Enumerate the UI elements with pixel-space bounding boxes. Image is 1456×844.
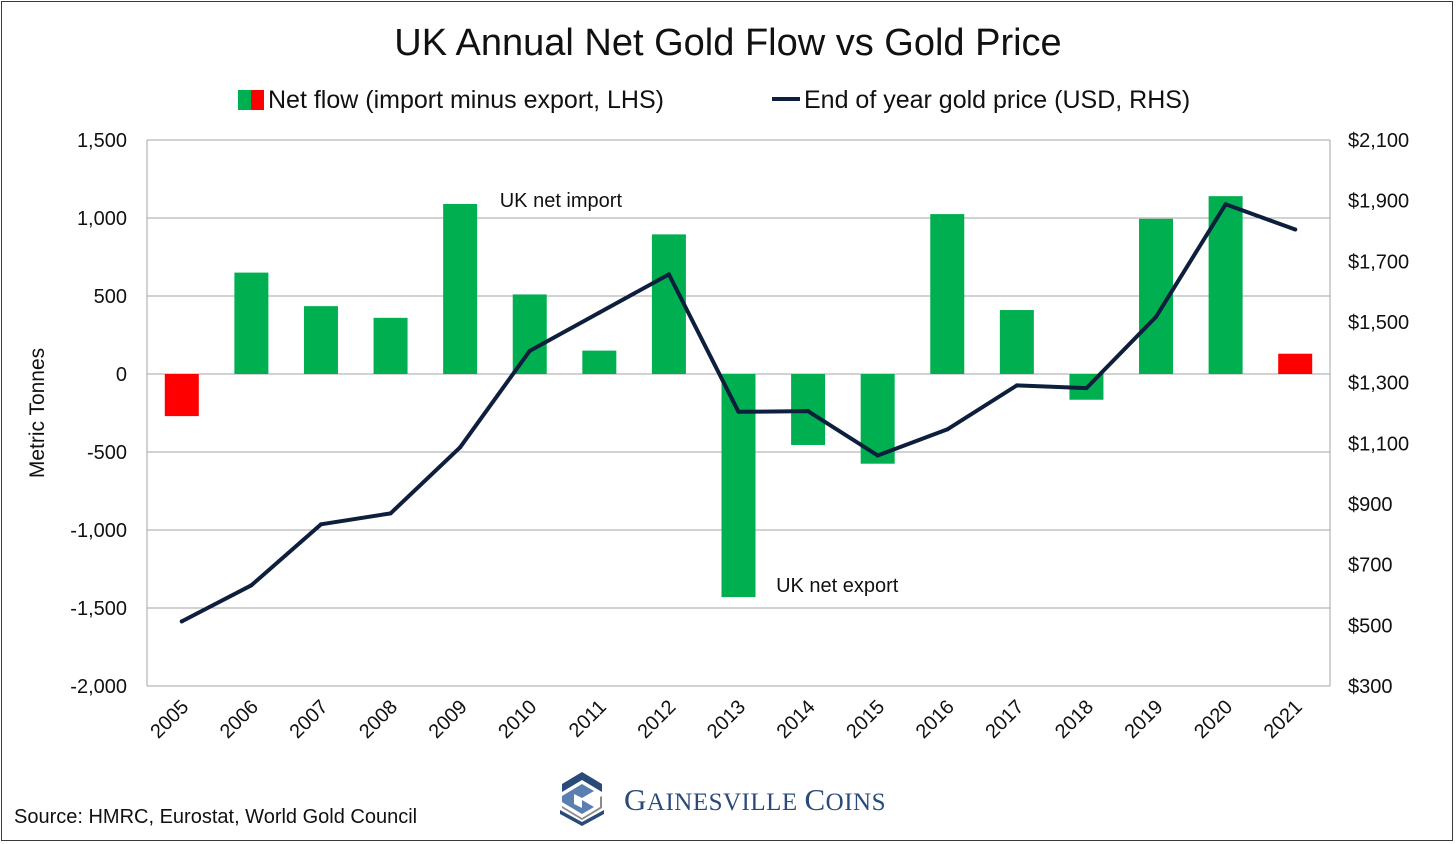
bar-2005 [164,374,199,417]
gold-price-point-2013 [736,409,741,414]
annotation-net-export: UK net export [776,575,899,597]
y2-tick-label: $500 [1348,615,1393,637]
gold-price-point-2016 [945,427,950,432]
y2-tick-label: $2,100 [1348,130,1409,152]
y-tick-label: 1,500 [77,130,127,152]
gainesville-coins-logo-icon [560,772,604,826]
y-tick-label: 1,000 [77,208,127,230]
legend-label-gold-price: End of year gold price (USD, RHS) [804,86,1191,114]
source-note: Source: HMRC, Eurostat, World Gold Counc… [14,806,418,828]
x-tick-label: 2006 [216,696,263,743]
annotation-net-import: UK net import [500,190,623,212]
bar-2007 [303,306,338,374]
bar-2011 [582,350,617,374]
gold-price-point-2009 [458,445,463,450]
gold-price-point-2008 [388,511,393,516]
bar-2021 [1278,353,1313,374]
x-tick-label: 2015 [842,696,889,743]
x-tick-label: 2016 [912,696,959,743]
legend-item-net-flow: Net flow (import minus export, LHS) [238,86,664,115]
x-tick-label: 2014 [773,696,820,743]
x-tick-label: 2019 [1121,696,1168,743]
x-tick-label: 2011 [565,696,611,742]
gold-price-point-2020 [1223,202,1228,207]
bar-2016 [930,214,965,374]
legend-swatch-line [772,97,800,101]
y2-tick-label: $1,500 [1348,312,1409,334]
gold-price-point-2014 [806,409,811,414]
gold-price-point-2015 [875,453,880,458]
y2-tick-label: $1,100 [1348,433,1409,455]
chart-title: UK Annual Net Gold Flow vs Gold Price [394,22,1062,64]
chart-legend: Net flow (import minus export, LHS) End … [0,86,1456,120]
gold-price-point-2011 [597,310,602,315]
legend-item-gold-price: End of year gold price (USD, RHS) [772,86,1190,115]
bar-2006 [234,272,269,374]
x-tick-label: 2018 [1051,696,1098,743]
x-tick-label: 2009 [425,696,472,743]
bar-2008 [373,317,408,374]
gold-price-point-2010 [527,348,532,353]
x-tick-label: 2021 [1260,696,1307,743]
bar-2012 [651,234,686,374]
legend-label-net-flow: Net flow (import minus export, LHS) [268,86,664,114]
gold-price-point-2005 [179,619,184,624]
y2-tick-label: $1,900 [1348,191,1409,213]
x-tick-label: 2020 [1190,696,1237,743]
bar-2009 [443,203,478,374]
gold-price-point-2006 [249,583,254,588]
y-tick-label: 0 [116,364,127,386]
y-axis-title: Metric Tonnes [26,348,49,478]
y-tick-label: -1,000 [70,520,127,542]
x-tick-label: 2013 [703,696,750,743]
y-tick-label: 500 [94,286,127,308]
y2-tick-label: $900 [1348,494,1393,516]
x-tick-label: 2017 [981,696,1028,743]
y2-tick-label: $300 [1348,676,1393,698]
y2-tick-label: $700 [1348,555,1393,577]
brand-logo: GAINESVILLE COINS [550,768,930,828]
y2-tick-label: $1,300 [1348,373,1409,395]
gold-price-point-2012 [666,272,671,277]
x-tick-label: 2008 [355,696,402,743]
x-tick-label: 2007 [285,696,332,743]
y-tick-label: -2,000 [70,676,127,698]
gold-price-point-2007 [318,522,323,527]
gold-price-point-2018 [1084,386,1089,391]
logo-wordmark: GAINESVILLE COINS [624,782,886,817]
x-tick-label: 2005 [146,696,193,743]
y2-tick-label: $1,700 [1348,251,1409,273]
x-tick-label: 2010 [494,696,541,743]
gold-price-point-2021 [1293,227,1298,232]
legend-swatch-bars [238,90,264,110]
y-tick-label: -500 [87,442,127,464]
gold-price-point-2017 [1014,383,1019,388]
y-tick-label: -1,500 [70,598,127,620]
gold-price-point-2019 [1154,314,1159,319]
bar-2010 [512,294,547,374]
x-tick-label: 2012 [633,696,680,743]
bar-2017 [999,310,1034,374]
